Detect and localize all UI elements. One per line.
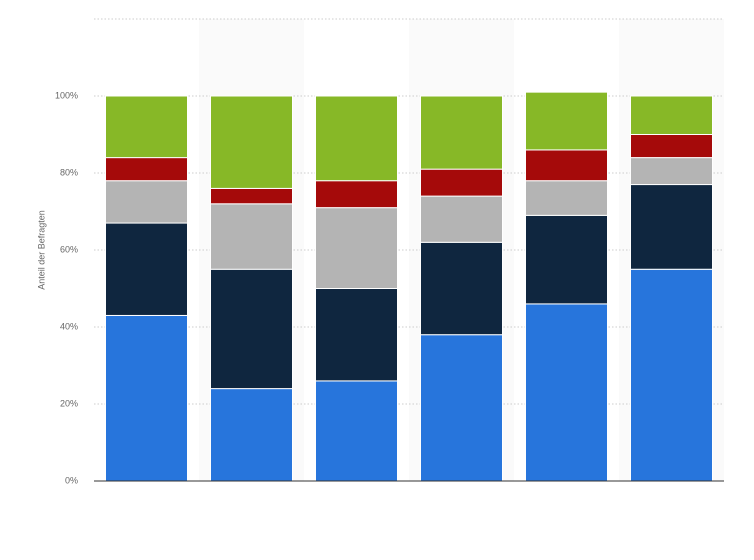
y-tick-label: 40% [60,321,78,331]
y-tick-label: 20% [60,398,78,408]
y-tick-label: 0% [65,475,78,485]
bar-segment [210,388,293,482]
bar-segment [105,95,188,159]
y-tick-label: 100% [55,90,78,100]
bar-segment [630,268,713,482]
bar-segment [210,268,293,390]
bar-segment [315,380,398,482]
y-axis-label: Anteil der Befragten [36,210,46,290]
bar-segment [315,180,398,209]
bar-segment [525,214,608,305]
bar-segment [630,134,713,159]
bar-segment [525,91,608,151]
bar-segment [105,222,188,316]
bar-segment [315,288,398,382]
bar-segment [420,334,503,482]
bar-segment [210,95,293,189]
bar-segment [525,303,608,482]
bar-segment [420,241,503,336]
bar-segment [315,207,398,289]
bar-segment [420,195,503,243]
bar-segment [210,187,293,205]
bar-segment [525,149,608,182]
bar-segment [630,157,713,186]
bar-segment [210,203,293,270]
bar-segment [315,95,398,182]
y-tick-label: 80% [60,167,78,177]
bar-segment [105,314,188,482]
bar-segment [420,95,503,170]
bar-segment [630,95,713,135]
y-tick-label: 60% [60,244,78,254]
bar-segment [630,184,713,270]
bar-segment [525,180,608,216]
bar-segment [105,180,188,224]
bar-segment [105,157,188,182]
bar-segment [420,168,503,197]
